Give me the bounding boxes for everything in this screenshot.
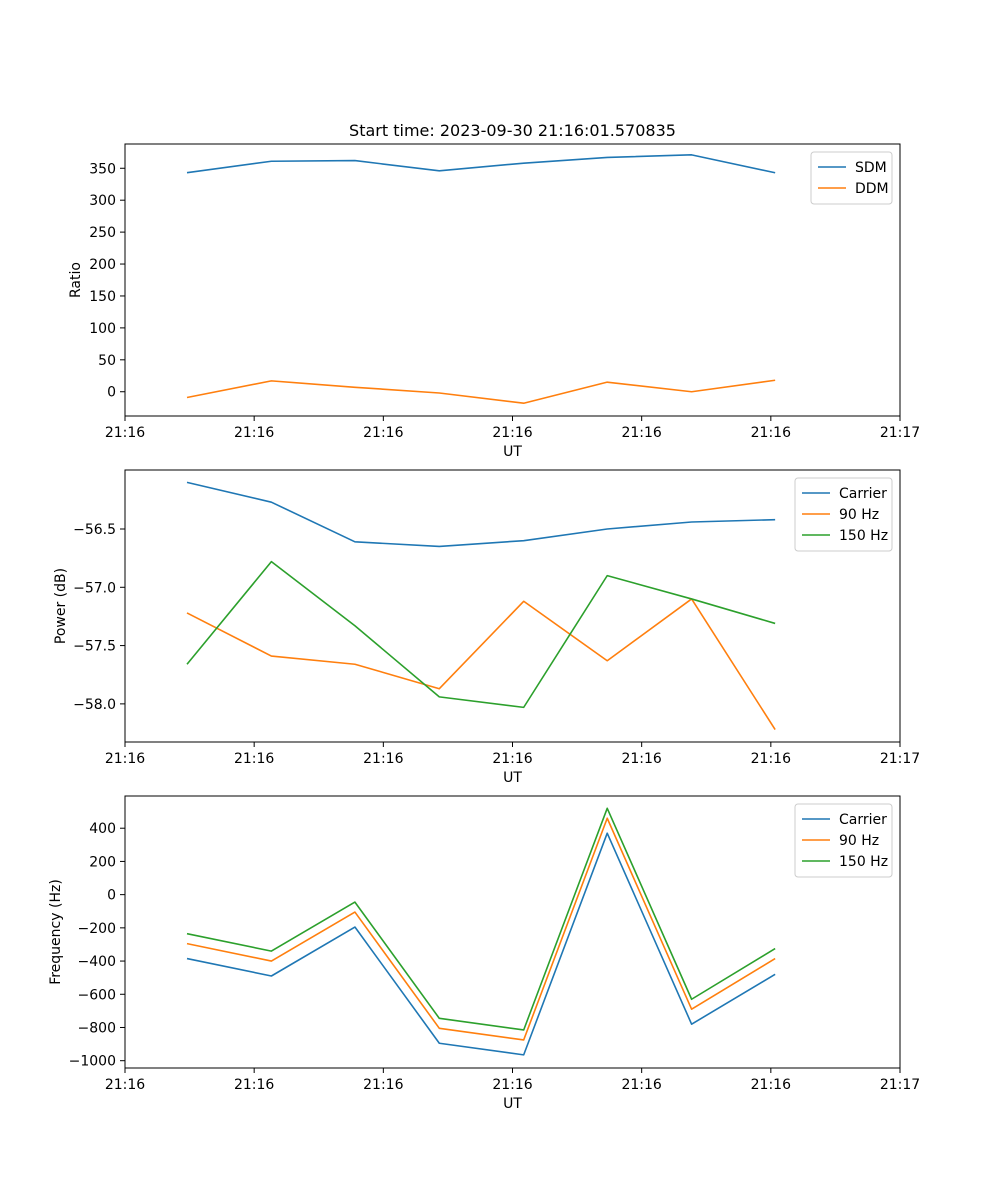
y-tick-label: 200	[89, 854, 116, 870]
x-tick-label: 21:16	[492, 751, 532, 767]
y-tick-label: −56.5	[73, 522, 116, 538]
x-tick-label: 21:17	[880, 751, 920, 767]
y-tick-label: 0	[107, 385, 116, 401]
series-line-ddm	[186, 379, 776, 405]
legend: SDM DDM	[810, 151, 893, 205]
plot-frame	[124, 795, 901, 1069]
y-tick-label: −800	[78, 1020, 116, 1036]
x-tick-label: 21:16	[363, 1077, 403, 1093]
x-tick-label: 21:16	[751, 425, 791, 441]
series-line-150-hz	[186, 560, 776, 709]
x-tick-label: 21:16	[621, 1077, 661, 1093]
chart-panel-3: 21:16 21:16 21:16 21:16 21:16 21:16 21:17 −1000…	[48, 795, 920, 1112]
x-axis-label: UT	[503, 444, 522, 460]
y-tick-label: −58.0	[73, 697, 116, 713]
x-tick-label: 21:16	[363, 425, 403, 441]
legend-label: DDM	[855, 181, 889, 197]
legend-box	[794, 477, 893, 552]
legend-label: SDM	[855, 160, 887, 176]
x-axis-label: UT	[503, 1096, 522, 1112]
x-tick-label: 21:16	[363, 751, 403, 767]
y-tick-label: 0	[107, 888, 116, 904]
x-tick-label: 21:17	[880, 1077, 920, 1093]
x-tick-label: 21:17	[880, 425, 920, 441]
x-tick-label: 21:16	[751, 751, 791, 767]
legend-label: 150 Hz	[839, 528, 888, 544]
x-tick-label: 21:16	[105, 751, 145, 767]
x-axis-label: UT	[503, 770, 522, 786]
y-tick-label: 50	[98, 353, 116, 369]
x-tick-label: 21:16	[492, 425, 532, 441]
chart-panel-1: 21:16 21:16 21:16 21:16 21:16 21:16 21:17 0 50 10…	[68, 121, 920, 460]
y-axis-label: Ratio	[68, 262, 84, 298]
y-tick-label: 200	[89, 257, 116, 273]
legend: Carrier 90 Hz 150 Hz	[794, 803, 893, 878]
series-line-sdm	[186, 154, 776, 174]
x-tick-label: 21:16	[105, 425, 145, 441]
y-tick-label: 300	[89, 193, 116, 209]
legend-label: 150 Hz	[839, 854, 888, 870]
plot-frame	[124, 143, 901, 417]
legend-box	[794, 803, 893, 878]
legend: Carrier 90 Hz 150 Hz	[794, 477, 893, 552]
y-tick-label: −57.5	[73, 639, 116, 655]
y-tick-label: 400	[89, 821, 116, 837]
x-tick-label: 21:16	[621, 425, 661, 441]
series-line-carrier	[186, 832, 776, 1056]
y-tick-label: 150	[89, 289, 116, 305]
y-tick-label: −600	[78, 987, 116, 1003]
x-tick-label: 21:16	[105, 1077, 145, 1093]
x-tick-label: 21:16	[234, 1077, 274, 1093]
series-line-150-hz	[186, 807, 776, 1031]
y-tick-label: −400	[78, 954, 116, 970]
series-line-90-hz	[186, 817, 776, 1041]
y-axis-label: Power (dB)	[53, 568, 69, 644]
y-tick-label: 100	[89, 321, 116, 337]
legend-box	[810, 151, 893, 205]
legend-label: Carrier	[839, 812, 887, 828]
legend-label: 90 Hz	[839, 507, 879, 523]
y-tick-label: −1000	[69, 1054, 116, 1070]
x-tick-label: 21:16	[751, 1077, 791, 1093]
y-tick-label: 250	[89, 225, 116, 241]
chart-panel-2: 21:16 21:16 21:16 21:16 21:16 21:16 21:17 −58.0…	[53, 469, 920, 786]
legend-label: Carrier	[839, 486, 887, 502]
x-tick-label: 21:16	[492, 1077, 532, 1093]
legend-label: 90 Hz	[839, 833, 879, 849]
x-tick-label: 21:16	[234, 425, 274, 441]
chart-title: Start time: 2023-09-30 21:16:01.570835	[349, 121, 676, 140]
y-axis-label: Frequency (Hz)	[48, 879, 64, 985]
y-tick-label: −57.0	[73, 580, 116, 596]
series-line-90-hz	[186, 598, 776, 730]
y-tick-label: −200	[78, 921, 116, 937]
series-line-carrier	[186, 481, 776, 548]
x-tick-label: 21:16	[234, 751, 274, 767]
plot-frame	[124, 469, 901, 743]
x-tick-label: 21:16	[621, 751, 661, 767]
y-tick-label: 350	[89, 161, 116, 177]
